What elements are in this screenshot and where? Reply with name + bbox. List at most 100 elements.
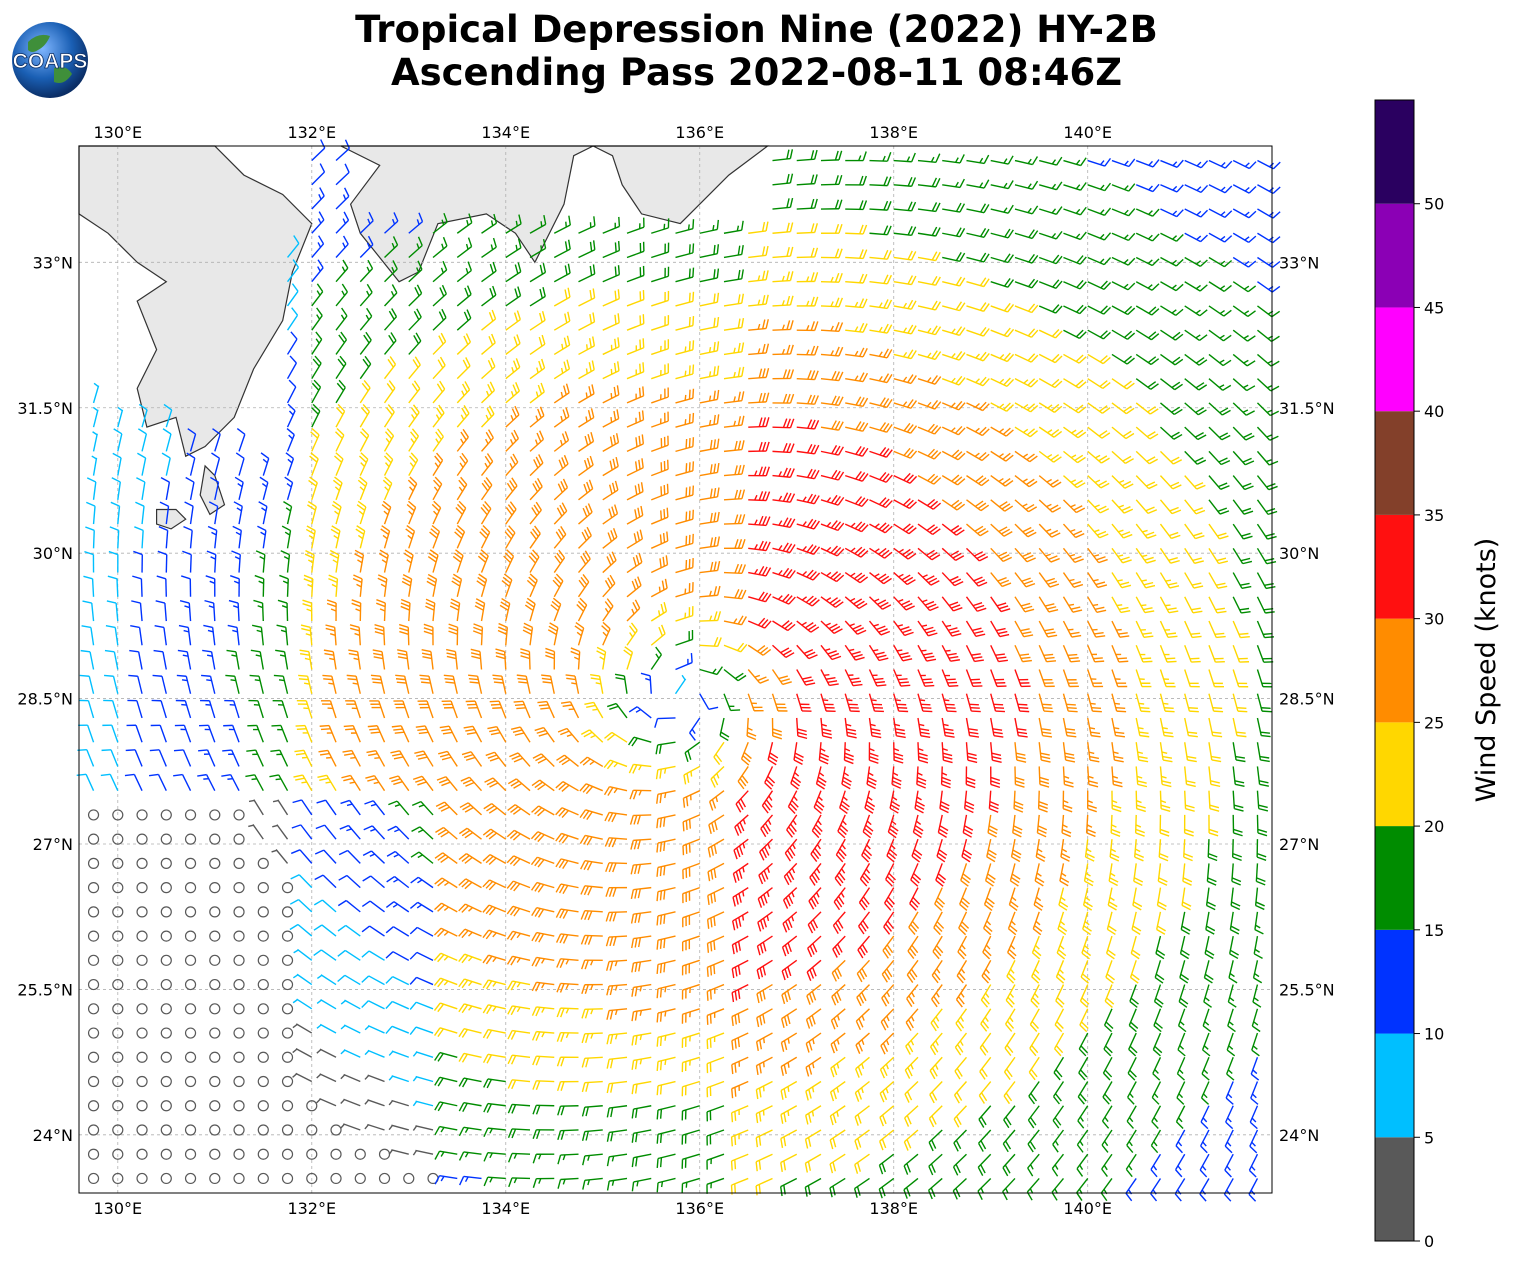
wind-barb [917, 202, 941, 213]
wind-barb [606, 1008, 628, 1020]
wind-barb [292, 1072, 313, 1083]
wind-barb [359, 404, 371, 428]
colorbar-bin [1375, 618, 1414, 723]
wind-barb [136, 1148, 148, 1160]
wind-barb [1111, 742, 1124, 763]
wind-barb [796, 669, 816, 686]
wind-barb [731, 1080, 749, 1099]
wind-barb [681, 1153, 700, 1169]
wind-barb [286, 283, 299, 307]
wind-barb [1027, 1153, 1040, 1177]
wind-barb [732, 862, 749, 883]
wind-barb [1002, 1129, 1016, 1153]
wind-barb [370, 674, 386, 694]
wind-barb [772, 517, 796, 528]
wind-barb [483, 1078, 506, 1089]
wind-barb [1111, 208, 1136, 217]
wind-barb [1014, 426, 1038, 438]
wind-barb [505, 238, 522, 259]
wind-barb [978, 1105, 992, 1128]
wind-barb [990, 377, 1015, 387]
wind-barb [772, 593, 796, 605]
colorbar-frame [1374, 99, 1415, 1242]
wind-barb [316, 1097, 337, 1107]
wind-barb [483, 803, 507, 816]
wind-barb [286, 259, 300, 283]
wind-barb [359, 355, 372, 380]
wind-barb [212, 428, 221, 452]
wind-barb [1111, 183, 1136, 192]
wind-barb [359, 235, 374, 258]
wind-barb [990, 523, 1013, 537]
wind-barb [602, 598, 614, 622]
wind-barb [524, 597, 536, 622]
wind-barb [978, 1081, 992, 1104]
wind-barb [820, 223, 843, 234]
wind-barb [1232, 742, 1246, 763]
wind-barb [796, 174, 818, 186]
wind-barb [1227, 984, 1237, 1008]
wind-barb [723, 415, 745, 428]
wind-barb [917, 644, 937, 662]
wind-barb [656, 886, 676, 902]
wind-barb [602, 289, 620, 307]
wind-barb [928, 1105, 943, 1128]
wind-barb [1038, 523, 1061, 538]
wind-barb [528, 549, 540, 573]
wind-barb [505, 214, 522, 234]
wind-barb [385, 1000, 410, 1010]
wind-barb [1135, 572, 1156, 589]
wind-barb [1154, 960, 1165, 984]
wind-barb [186, 452, 196, 476]
wind-barb [748, 515, 771, 527]
wind-barb [772, 393, 795, 404]
wind-barb [796, 247, 819, 259]
wind-barb [1175, 1105, 1186, 1130]
wind-barb [966, 203, 990, 214]
wind-barb [656, 814, 676, 829]
wind-barb [1253, 935, 1263, 959]
wind-barb [805, 1080, 822, 1101]
wind-barb [604, 811, 628, 823]
wind-barb [845, 446, 869, 457]
wind-barb [829, 1080, 846, 1102]
wind-barb [409, 926, 434, 937]
wind-barb [1184, 232, 1208, 243]
wind-barb [1256, 693, 1272, 713]
wind-barb [1134, 814, 1145, 837]
wind-barb [555, 807, 579, 819]
wind-barb [681, 1032, 700, 1048]
wind-barb [1014, 303, 1039, 314]
wind-barb [380, 525, 391, 549]
wind-barb [458, 1028, 482, 1038]
wind-barb [157, 550, 168, 573]
wind-barb [87, 1172, 100, 1185]
wind-barb [152, 674, 167, 694]
wind-barb [388, 1050, 410, 1058]
wind-barb [87, 1051, 100, 1063]
wind-barb [1103, 1032, 1113, 1057]
wind-barb [857, 935, 871, 959]
wind-barb [820, 545, 845, 557]
wind-barb [1087, 329, 1111, 340]
wind-barb [626, 290, 645, 307]
wind-barb [869, 373, 893, 384]
wind-barb [434, 1051, 458, 1062]
wind-barb [1135, 183, 1160, 193]
wind-barb [580, 959, 603, 970]
wind-barb [755, 1032, 773, 1052]
wind-barb [730, 1177, 749, 1195]
wind-barb [1079, 984, 1090, 1008]
wind-barb [845, 175, 867, 186]
wind-barb [529, 430, 545, 452]
wind-barb [311, 259, 324, 283]
wind-barb [316, 799, 337, 816]
wind-barb [160, 906, 172, 918]
wind-barb [942, 301, 966, 312]
wind-barb [675, 533, 694, 549]
wind-barb [796, 544, 821, 555]
wind-barb [125, 749, 143, 767]
wind-barb [650, 483, 669, 501]
wind-barb [105, 625, 119, 646]
wind-barb [952, 1153, 967, 1176]
